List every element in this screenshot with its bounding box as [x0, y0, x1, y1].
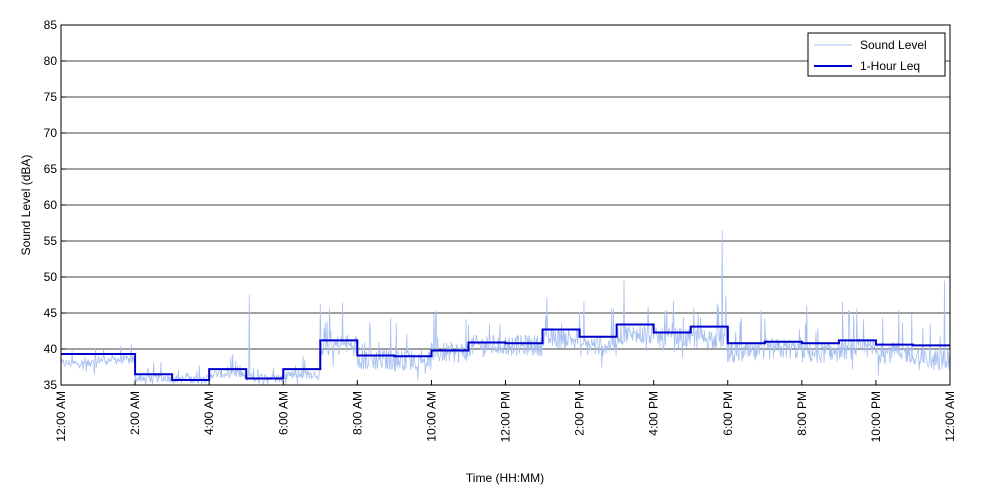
x-tick-label: 4:00 AM [202, 391, 216, 435]
x-tick-label: 4:00 PM [647, 391, 661, 436]
legend: Sound Level 1-Hour Leq [807, 32, 946, 77]
legend-label-1-hour-leq: 1-Hour Leq [860, 59, 920, 73]
legend-box [807, 32, 946, 77]
y-tick-label: 60 [44, 198, 58, 212]
plot-frame [60, 24, 951, 386]
y-tick-label: 40 [44, 342, 58, 356]
x-axis-label: Time (HH:MM) [466, 471, 544, 485]
y-tick-label: 70 [44, 126, 58, 140]
y-tick-label: 80 [44, 54, 58, 68]
x-tick-label: 10:00 PM [869, 391, 883, 442]
x-tick-label: 2:00 AM [128, 391, 142, 435]
x-tick-label: 10:00 AM [424, 391, 438, 442]
x-tick-label: 8:00 AM [350, 391, 364, 435]
y-axis-label: Sound Level (dBA) [19, 155, 33, 256]
y-tick-label: 85 [44, 18, 58, 32]
x-tick-label: 6:00 PM [721, 391, 735, 436]
x-tick-label: 12:00 AM [943, 391, 957, 442]
legend-label-sound-level: Sound Level [860, 38, 927, 52]
y-tick-label: 65 [44, 162, 58, 176]
x-tick-label: 6:00 AM [276, 391, 290, 435]
x-tick-label: 12:00 AM [54, 391, 68, 442]
y-tick-label: 50 [44, 270, 58, 284]
x-tick-label: 12:00 PM [499, 391, 513, 442]
y-tick-label: 75 [44, 90, 58, 104]
y-tick-label: 55 [44, 234, 58, 248]
gridlines [61, 60, 950, 350]
y-tick-label: 45 [44, 306, 58, 320]
x-tick-label: 8:00 PM [795, 391, 809, 436]
series-1-hour-leq [61, 323, 950, 381]
y-tick-label: 35 [44, 378, 58, 392]
x-axis-ticks: 12:00 AM 2:00 AM 4:00 AM 6:00 AM 8:00 AM 10:0… [54, 380, 957, 442]
y-axis-ticks: 35 40 45 50 55 60 65 70 75 80 85 [44, 18, 66, 392]
x-tick-label: 2:00 PM [573, 391, 587, 436]
